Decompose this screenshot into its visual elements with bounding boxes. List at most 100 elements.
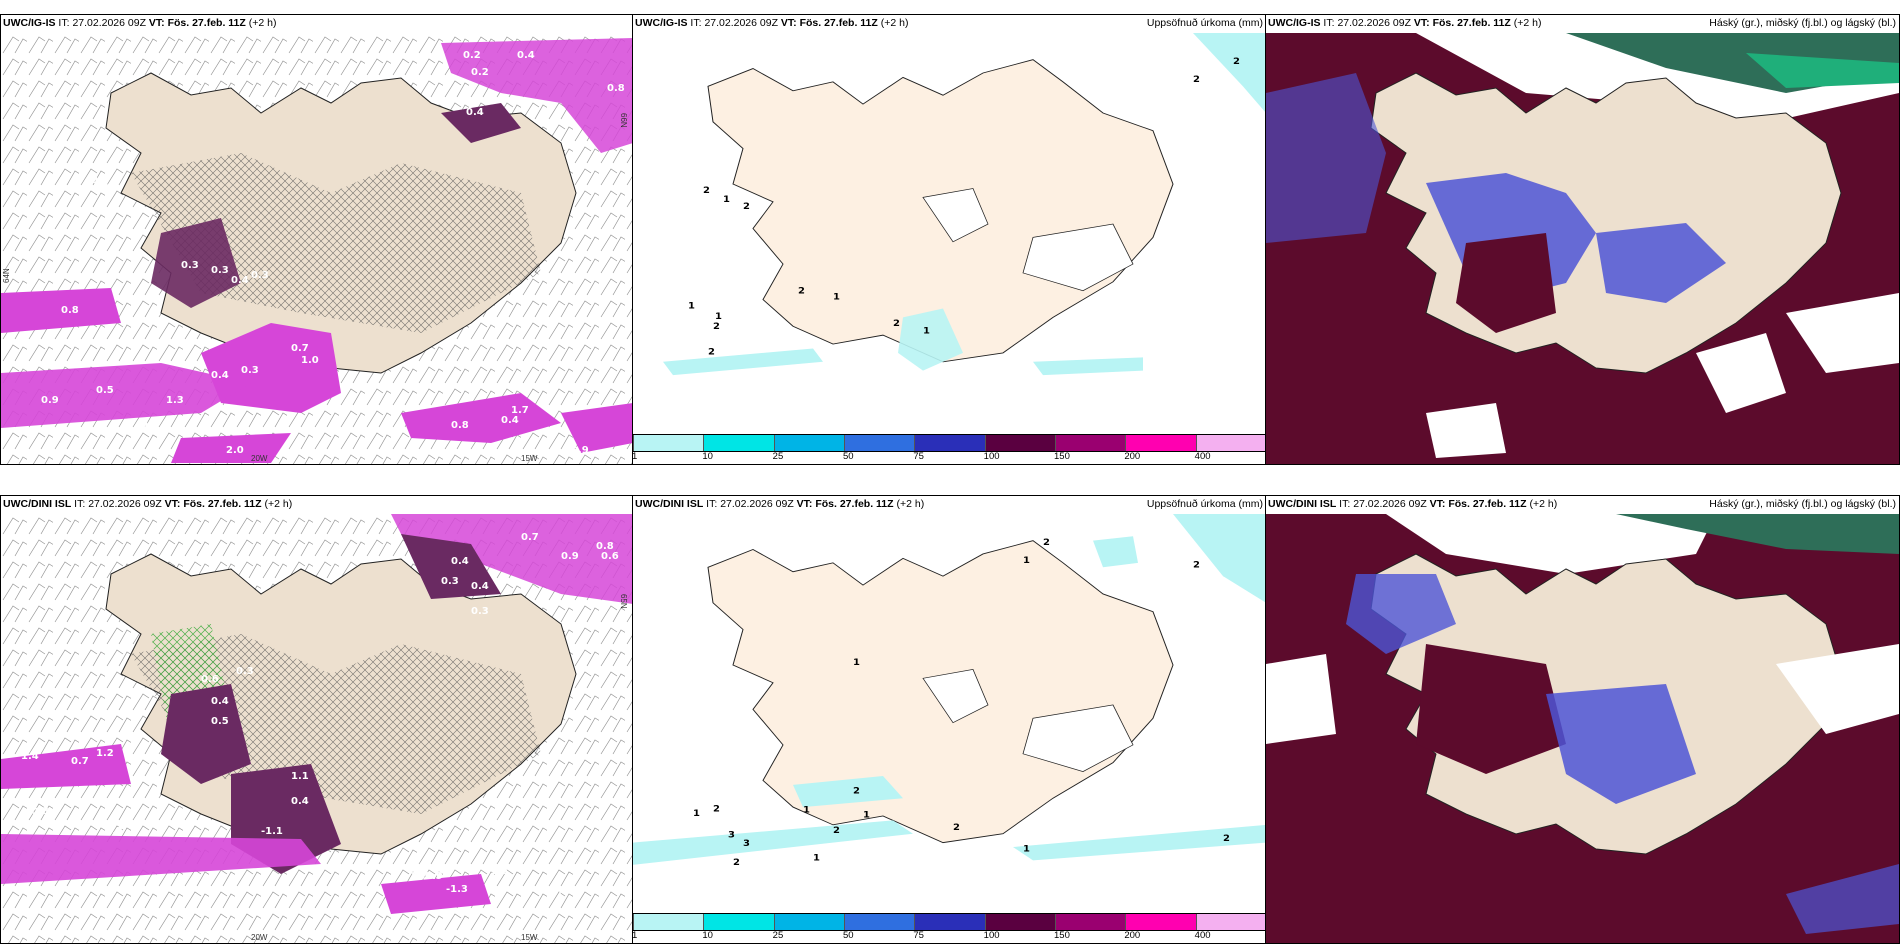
lead-time: (+2 h) bbox=[896, 498, 925, 510]
init-time: 27.02.2026 09Z bbox=[72, 17, 146, 29]
model-name: UWC/DINI ISL bbox=[1268, 498, 1337, 510]
value-label: 1.0 bbox=[301, 355, 319, 366]
value-label: 0.7 bbox=[71, 756, 89, 767]
model-name: UWC/IG-IS bbox=[3, 17, 56, 29]
legend-tick: 150 bbox=[1054, 451, 1070, 462]
value-label: 0.8 bbox=[451, 420, 469, 431]
valid-time: Fös. 27.feb. 11Z bbox=[183, 498, 262, 510]
value-label: 0.4 bbox=[211, 370, 229, 381]
value-label: 2 bbox=[708, 347, 715, 357]
precip-legend: 1 10 25 50 75 100 150 200 400 bbox=[633, 434, 1266, 464]
value-label: 1 bbox=[813, 853, 820, 863]
legend-tick: 100 bbox=[983, 930, 1000, 941]
value-label: 0.8 bbox=[61, 305, 79, 316]
value-label: 1 bbox=[693, 808, 700, 818]
wind-precip-panel-ig: UWC/IG-IS IT: 27.02.2026 09Z VT: Fös. 27… bbox=[0, 14, 634, 465]
value-label: 0.3 bbox=[241, 365, 259, 376]
value-label: 2 bbox=[1193, 560, 1200, 570]
lead-time: (+2 h) bbox=[248, 17, 277, 29]
value-label: 0.3 bbox=[471, 606, 489, 617]
value-label: 0.4 bbox=[466, 107, 484, 118]
wind-map: 0.70.9 0.60.80.40.3 0.40.30.60.30.40.51.4 0… bbox=[1, 514, 633, 943]
svg-text:66N: 66N bbox=[619, 113, 628, 128]
value-label: -1.3 bbox=[101, 826, 123, 837]
value-label: 2.0 bbox=[226, 445, 244, 456]
value-label: -1.6 bbox=[486, 866, 508, 877]
panel-title: Háský (gr.), miðský (fj.bl.) og lágský (… bbox=[1709, 498, 1896, 510]
value-label: 2 bbox=[743, 201, 750, 211]
value-label: 1 bbox=[923, 326, 930, 336]
value-label: -1.9 bbox=[421, 871, 443, 882]
value-label: 0.8 bbox=[596, 541, 614, 552]
value-label: 1 bbox=[1023, 555, 1030, 565]
panel-header: UWC/DINI ISL IT: 27.02.2026 09Z VT: Fös.… bbox=[1, 496, 633, 512]
value-label: 2 bbox=[713, 321, 720, 331]
legend-swatch bbox=[1125, 435, 1196, 451]
it-label: IT: bbox=[1339, 498, 1351, 510]
lead-time: (+2 h) bbox=[880, 17, 909, 29]
lead-time: (+2 h) bbox=[264, 498, 293, 510]
panel-header: UWC/DINI ISL IT: 27.02.2026 09Z VT: Fös.… bbox=[633, 496, 1266, 512]
legend-colorbar bbox=[633, 913, 1266, 931]
value-label: 0.9 bbox=[41, 395, 59, 406]
value-label: 0.7 bbox=[91, 175, 109, 186]
value-label: 2 bbox=[1223, 833, 1230, 843]
value-label: 2 bbox=[953, 823, 960, 833]
value-label: 0.4 bbox=[501, 415, 519, 426]
panel-header: UWC/DINI ISL IT: 27.02.2026 09Z VT: Fös.… bbox=[1266, 496, 1899, 512]
legend-swatch bbox=[843, 435, 915, 451]
grid-labels: 66N 64N 20W 15W bbox=[2, 113, 628, 463]
legend-tick: 10 bbox=[702, 451, 713, 462]
legend-swatch bbox=[984, 914, 1055, 930]
legend-swatch bbox=[914, 914, 985, 930]
legend-swatch bbox=[1054, 435, 1126, 451]
legend-tick: 50 bbox=[843, 930, 854, 941]
legend-tick: 400 bbox=[1194, 451, 1211, 462]
value-label: 0.6 bbox=[201, 674, 219, 685]
value-label: 0.4 bbox=[231, 275, 249, 286]
model-name: UWC/IG-IS bbox=[1268, 17, 1321, 29]
wind-values-bottom: 0.70.9 0.60.80.40.3 0.40.30.60.30.40.51.4 0… bbox=[21, 532, 619, 897]
value-label: 2 bbox=[733, 857, 740, 867]
value-label: 2 bbox=[853, 786, 860, 796]
value-label: 0.4 bbox=[211, 696, 229, 707]
panel-title: Háský (gr.), miðský (fj.bl.) og lágský (… bbox=[1709, 17, 1896, 29]
it-label: IT: bbox=[690, 17, 702, 29]
value-label: 1 bbox=[803, 805, 810, 815]
precip-legend: 1 10 25 50 75 100 150 200 400 bbox=[633, 913, 1266, 943]
value-label: 1 bbox=[863, 810, 870, 820]
legend-swatch bbox=[1125, 914, 1196, 930]
legend-colorbar bbox=[633, 434, 1266, 452]
it-label: IT: bbox=[74, 498, 86, 510]
legend-swatch bbox=[984, 435, 1055, 451]
legend-tick: 25 bbox=[772, 930, 784, 941]
panel-header: UWC/IG-IS IT: 27.02.2026 09Z VT: Fös. 27… bbox=[1266, 15, 1899, 31]
precip-blobs bbox=[1, 38, 633, 463]
valid-time: Fös. 27.feb. 11Z bbox=[167, 17, 246, 29]
value-label: -1.1 bbox=[261, 826, 283, 837]
value-label: 0.8 bbox=[31, 806, 49, 817]
value-label: 2 bbox=[798, 286, 805, 296]
legend-tick: 200 bbox=[1124, 451, 1141, 462]
value-label: 2 bbox=[893, 319, 900, 329]
value-label: 2 bbox=[703, 185, 710, 195]
valid-time: Fös. 27.feb. 11Z bbox=[799, 17, 878, 29]
svg-text:15W: 15W bbox=[521, 933, 538, 942]
legend-tick: 25 bbox=[772, 451, 784, 462]
value-label: 0.9 bbox=[561, 551, 579, 562]
value-label: -1.3 bbox=[446, 884, 468, 895]
legend-tick: 75 bbox=[913, 451, 924, 462]
legend-ticks: 1 10 25 50 75 100 150 200 400 bbox=[633, 930, 1266, 942]
legend-swatch bbox=[914, 435, 985, 451]
valid-time: Fös. 27.feb. 11Z bbox=[815, 498, 894, 510]
value-label: 0.8 bbox=[607, 83, 625, 94]
model-name: UWC/DINI ISL bbox=[3, 498, 72, 510]
value-label: 0.5 bbox=[211, 716, 229, 727]
it-label: IT: bbox=[58, 17, 70, 29]
legend-swatch bbox=[773, 914, 844, 930]
legend-swatch bbox=[773, 435, 844, 451]
value-label: 1 bbox=[715, 312, 722, 322]
